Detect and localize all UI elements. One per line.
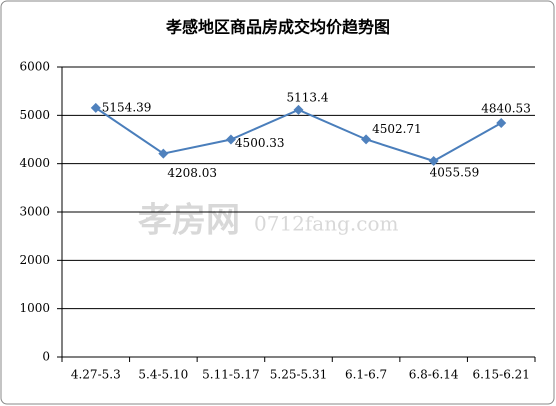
x-tick-label: 5.25-5.31 — [270, 368, 328, 382]
marker — [90, 102, 101, 113]
marker — [428, 155, 439, 166]
y-tick-label: 3000 — [19, 205, 50, 219]
marker — [225, 134, 236, 145]
data-label: 4500.33 — [235, 136, 285, 150]
data-label: 4502.71 — [372, 122, 422, 136]
data-label: 4055.59 — [430, 165, 480, 179]
x-tick-label: 6.1-6.7 — [345, 368, 387, 382]
marker — [361, 134, 372, 145]
watermark-site: 0712fang.com — [254, 212, 399, 236]
data-label: 5154.39 — [102, 100, 152, 114]
x-tick-label: 4.27-5.3 — [71, 368, 121, 382]
watermark-logo: 孝房网 — [138, 201, 240, 241]
x-tick-label: 6.15-6.21 — [472, 368, 530, 382]
data-label: 5113.4 — [287, 90, 329, 104]
y-tick-label: 0 — [42, 350, 50, 364]
chart-title: 孝感地区商品房成交均价趋势图 — [165, 18, 390, 37]
x-tick-label: 6.8-6.14 — [409, 368, 459, 382]
y-tick-label: 4000 — [19, 156, 50, 170]
x-tick-label: 5.4-5.10 — [138, 368, 188, 382]
marker — [293, 104, 304, 115]
y-tick-label: 2000 — [19, 253, 50, 267]
marker — [158, 148, 169, 159]
y-tick-label: 6000 — [19, 60, 50, 74]
y-tick-label: 5000 — [19, 108, 50, 122]
marker — [496, 118, 507, 129]
data-label: 4840.53 — [481, 102, 531, 116]
y-tick-label: 1000 — [19, 301, 50, 315]
x-tick-label: 5.11-5.17 — [202, 368, 260, 382]
data-label: 4208.03 — [167, 166, 217, 180]
